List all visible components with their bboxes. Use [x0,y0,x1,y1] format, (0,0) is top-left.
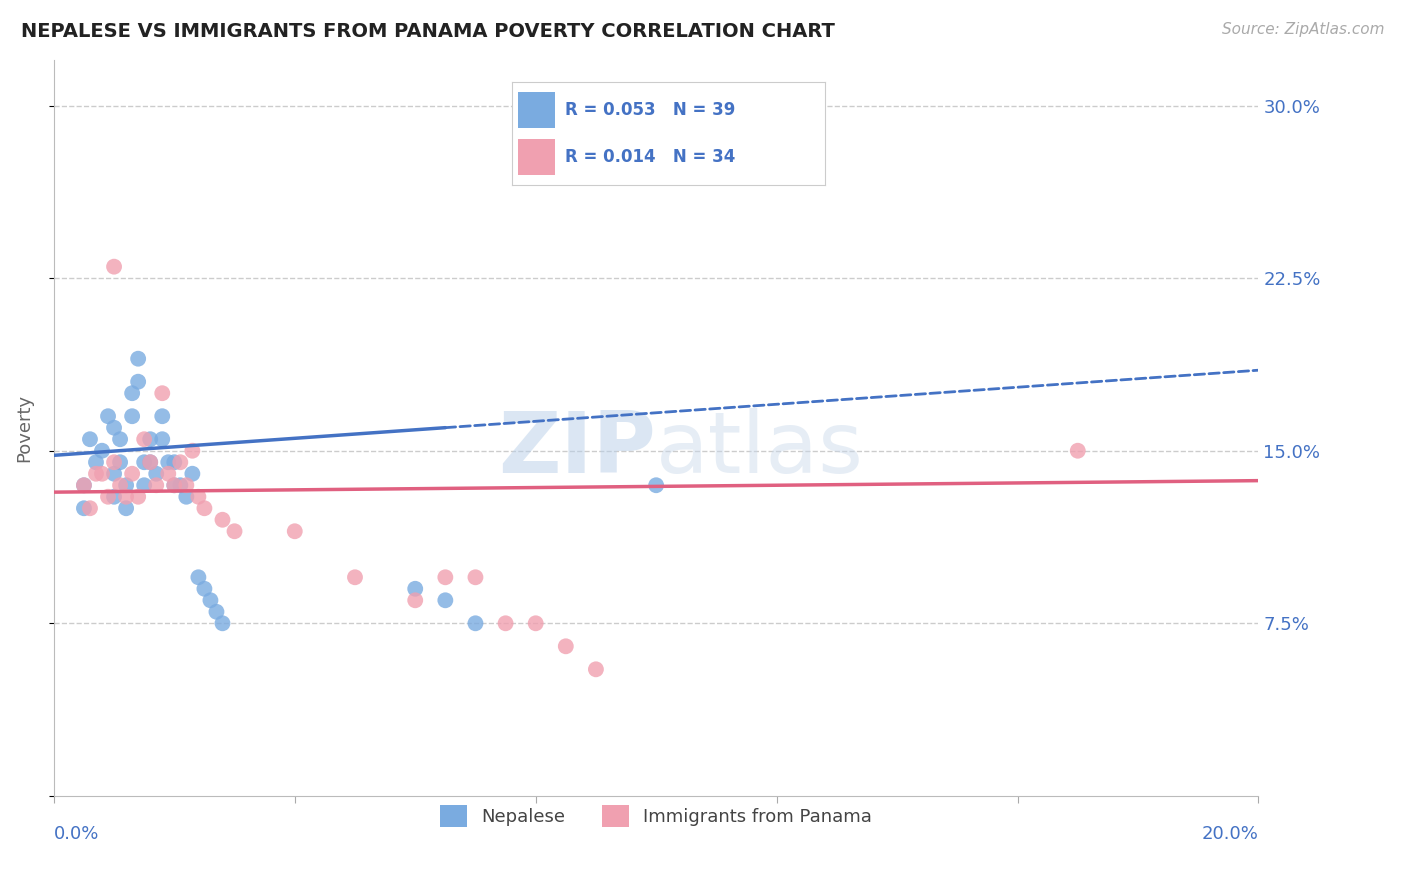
Point [127,490,149,504]
Point [169,455,191,469]
Point [157,455,180,469]
Point [211,513,233,527]
Point [145,467,167,481]
Point [434,570,457,584]
Text: 20.0%: 20.0% [1202,825,1258,843]
Point [187,490,209,504]
Point [121,467,143,481]
Point [524,616,547,631]
Point [585,662,607,676]
Text: Source: ZipAtlas.com: Source: ZipAtlas.com [1222,22,1385,37]
Point [134,455,156,469]
Point [103,421,125,435]
Point [97,490,120,504]
Point [79,432,101,446]
Point [91,467,114,481]
Point [103,467,125,481]
Point [108,432,131,446]
Point [176,478,198,492]
Point [127,375,149,389]
Point [139,455,162,469]
Point [150,386,173,401]
Point [115,490,138,504]
Point [84,467,107,481]
Text: NEPALESE VS IMMIGRANTS FROM PANAMA POVERTY CORRELATION CHART: NEPALESE VS IMMIGRANTS FROM PANAMA POVER… [21,22,835,41]
Point [84,455,107,469]
Point [284,524,307,539]
Text: 0.0%: 0.0% [53,825,100,843]
Point [115,478,138,492]
Point [464,616,486,631]
Point [134,478,156,492]
Point [434,593,457,607]
Point [1067,443,1090,458]
Text: ZIP: ZIP [498,409,657,491]
Point [200,593,222,607]
Point [211,616,233,631]
Point [404,582,426,596]
Point [103,490,125,504]
Point [193,501,215,516]
Y-axis label: Poverty: Poverty [15,393,32,462]
Point [464,570,486,584]
Point [127,351,149,366]
Point [554,640,576,654]
Point [97,409,120,424]
Point [181,467,204,481]
Point [91,443,114,458]
Point [139,432,162,446]
Point [79,501,101,516]
Point [163,478,186,492]
Point [645,478,668,492]
Point [163,455,186,469]
Point [139,455,162,469]
Point [404,593,426,607]
Point [343,570,366,584]
Point [205,605,228,619]
Point [121,386,143,401]
Point [157,467,180,481]
Point [169,478,191,492]
Point [103,260,125,274]
Point [193,582,215,596]
Point [150,409,173,424]
Point [181,443,204,458]
Point [73,501,96,516]
Point [121,409,143,424]
Point [187,570,209,584]
Point [145,478,167,492]
Point [103,455,125,469]
Point [224,524,246,539]
Point [115,501,138,516]
Text: atlas: atlas [657,409,865,491]
Point [108,455,131,469]
Point [495,616,517,631]
Point [73,478,96,492]
Point [150,432,173,446]
Point [73,478,96,492]
Point [108,478,131,492]
Point [176,490,198,504]
Point [163,478,186,492]
Legend: Nepalese, Immigrants from Panama: Nepalese, Immigrants from Panama [433,798,879,835]
Point [134,432,156,446]
